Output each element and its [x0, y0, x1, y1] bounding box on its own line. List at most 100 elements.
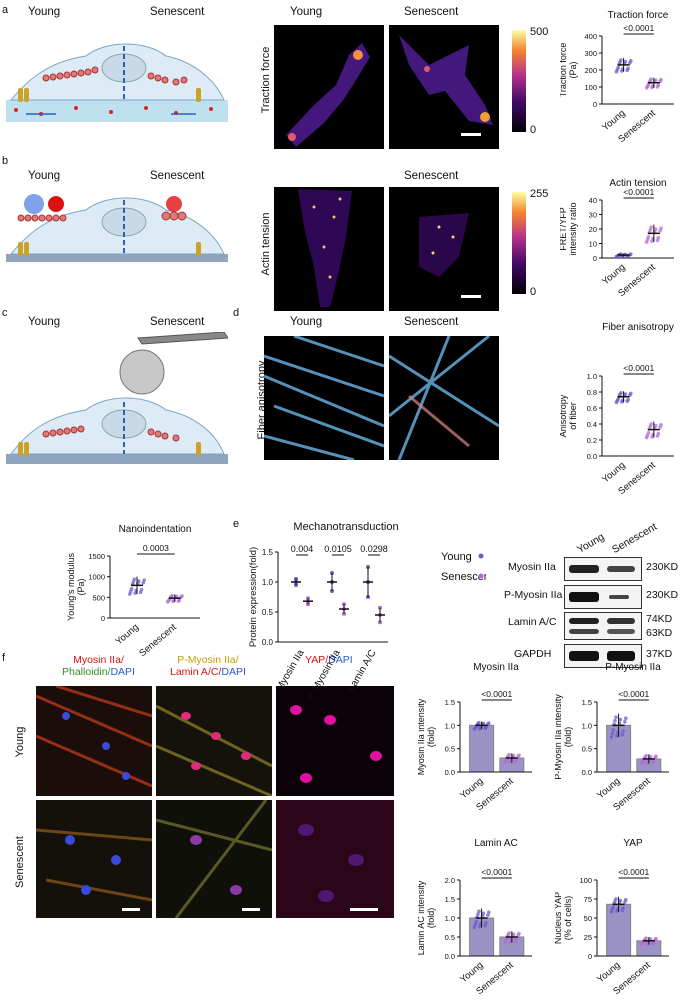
- data-point: [511, 753, 516, 758]
- y-axis-label: Nucleus YAP: [555, 892, 563, 944]
- y-tick-label: 0.8: [587, 388, 597, 397]
- data-point: [507, 931, 511, 935]
- y-axis-label: of fiber: [568, 402, 578, 430]
- chart-traction-force: Traction force 0 100 200 300 400 Traction forc…: [560, 10, 674, 145]
- wb-band-2: [564, 612, 642, 640]
- data-point: [180, 594, 184, 598]
- traction-colorbar-min: 0: [530, 124, 537, 136]
- chart-title: Mechanotransduction: [293, 521, 398, 533]
- actin-colorbar: [512, 192, 526, 294]
- y-axis-label: (fold): [426, 727, 436, 748]
- y-tick-label: 0: [593, 100, 597, 109]
- data-point: [654, 936, 658, 941]
- data-point: [137, 579, 141, 583]
- data-point: [644, 936, 648, 940]
- data-point: [649, 422, 653, 426]
- actin-colorbar-min: 0: [530, 286, 537, 298]
- traction-young-image: [274, 25, 384, 149]
- data-point: [623, 59, 628, 64]
- y-tick-label: 100: [584, 83, 597, 92]
- chart-title: P-Myosin IIa: [605, 662, 661, 673]
- wb-kd-2b: 63KD: [646, 627, 673, 639]
- row-label-f-senescent: Senescent: [14, 836, 26, 888]
- chart-title: Traction force: [608, 10, 669, 21]
- y-tick-label: 40: [589, 196, 597, 205]
- wb-band-label-0: Myosin IIa: [508, 561, 556, 573]
- y-tick-label: 0: [101, 614, 105, 623]
- chart-title: Fiber anisotropy: [602, 322, 674, 333]
- data-point: [624, 716, 628, 721]
- data-point: [504, 758, 509, 762]
- panel-label-b: b: [2, 155, 9, 167]
- x-tick-label: Lamin A/C: [346, 648, 379, 693]
- y-tick-label: 0.4: [587, 420, 597, 429]
- traction-colorbar-max: 500: [530, 26, 549, 38]
- data-point: [616, 65, 620, 70]
- data-point: [653, 423, 658, 428]
- y-tick-label: 400: [584, 32, 597, 41]
- y-tick-label: 30: [589, 211, 597, 220]
- data-point: [629, 59, 633, 63]
- data-point: [306, 602, 310, 607]
- micro-young-header-a: Young: [290, 6, 323, 18]
- y-tick-label: 1000: [88, 573, 105, 582]
- y-tick-label: 0: [588, 952, 592, 961]
- data-point: [659, 77, 663, 82]
- data-point: [177, 598, 182, 602]
- cell-schematic-b: [6, 194, 228, 262]
- data-point: [614, 715, 618, 719]
- y-axis-label: (fold): [563, 727, 573, 748]
- wb-band-1: [564, 585, 642, 609]
- data-point: [619, 58, 623, 62]
- stain-senescent-col2: [156, 800, 272, 918]
- y-tick-label: 0.0: [582, 768, 592, 777]
- data-point: [477, 909, 481, 914]
- y-axis-label: P-Myosin IIa intensity: [555, 694, 563, 780]
- y-tick-label: 0.5: [445, 933, 455, 942]
- data-point: [478, 924, 482, 929]
- wb-senescent-header: Senescent: [610, 520, 659, 556]
- data-point: [614, 897, 618, 901]
- stain-young-col1: [36, 686, 152, 796]
- micro-senescent-header-a: Senescent: [404, 6, 459, 18]
- schematic-senescent-label-c: Senescent: [150, 316, 205, 328]
- y-tick-label: 1.0: [262, 578, 274, 587]
- micro-young-header-d: Young: [290, 316, 323, 328]
- y-tick-label: 0.6: [587, 404, 597, 413]
- y-tick-label: 0: [593, 254, 597, 263]
- y-tick-label: 20: [589, 225, 597, 234]
- x-tick-label: P-Myosin IIa: [305, 648, 343, 700]
- data-point: [476, 912, 480, 916]
- wb-kd-0: 230KD: [646, 561, 679, 573]
- data-point: [648, 754, 653, 759]
- legend-marker: [478, 573, 484, 579]
- p-value: 0.0105: [324, 544, 352, 554]
- chart-lamin-intensity: Lamin AC 0.0 0.5 1.0 1.5 2.0 Lamin AC intensit…: [418, 838, 532, 997]
- y-axis-label: (Pa): [568, 61, 578, 78]
- panel-label-e: e: [233, 518, 240, 530]
- p-value: <0.0001: [481, 689, 512, 699]
- data-point: [484, 725, 488, 729]
- y-tick-label: 1.0: [445, 721, 455, 730]
- y-tick-label: 1.0: [582, 721, 592, 730]
- y-tick-label: 0.5: [262, 608, 274, 617]
- y-tick-label: 1.5: [582, 698, 592, 707]
- wb-band-label-2: Lamin A/C: [508, 616, 557, 628]
- data-point: [623, 392, 628, 396]
- data-point: [621, 906, 625, 910]
- data-point: [656, 83, 661, 88]
- data-point: [613, 718, 617, 723]
- y-axis-label: (Pa): [76, 578, 86, 595]
- panel-label-f: f: [2, 652, 6, 664]
- y-tick-label: 1.5: [445, 895, 455, 904]
- actin-colorbar-max: 255: [530, 188, 549, 200]
- schematic-young-label-c: Young: [28, 316, 61, 328]
- chart-title: Nanoindentation: [119, 524, 192, 535]
- y-axis-label: (% of cells): [563, 896, 573, 941]
- y-axis-label: (fold): [426, 908, 436, 929]
- wb-band-0: [564, 557, 642, 581]
- y-tick-label: 25: [584, 933, 592, 942]
- y-tick-label: 2.0: [445, 876, 455, 885]
- chart-nanoindentation: Nanoindentation 0 500 1000 1500 Young's modul…: [66, 524, 200, 659]
